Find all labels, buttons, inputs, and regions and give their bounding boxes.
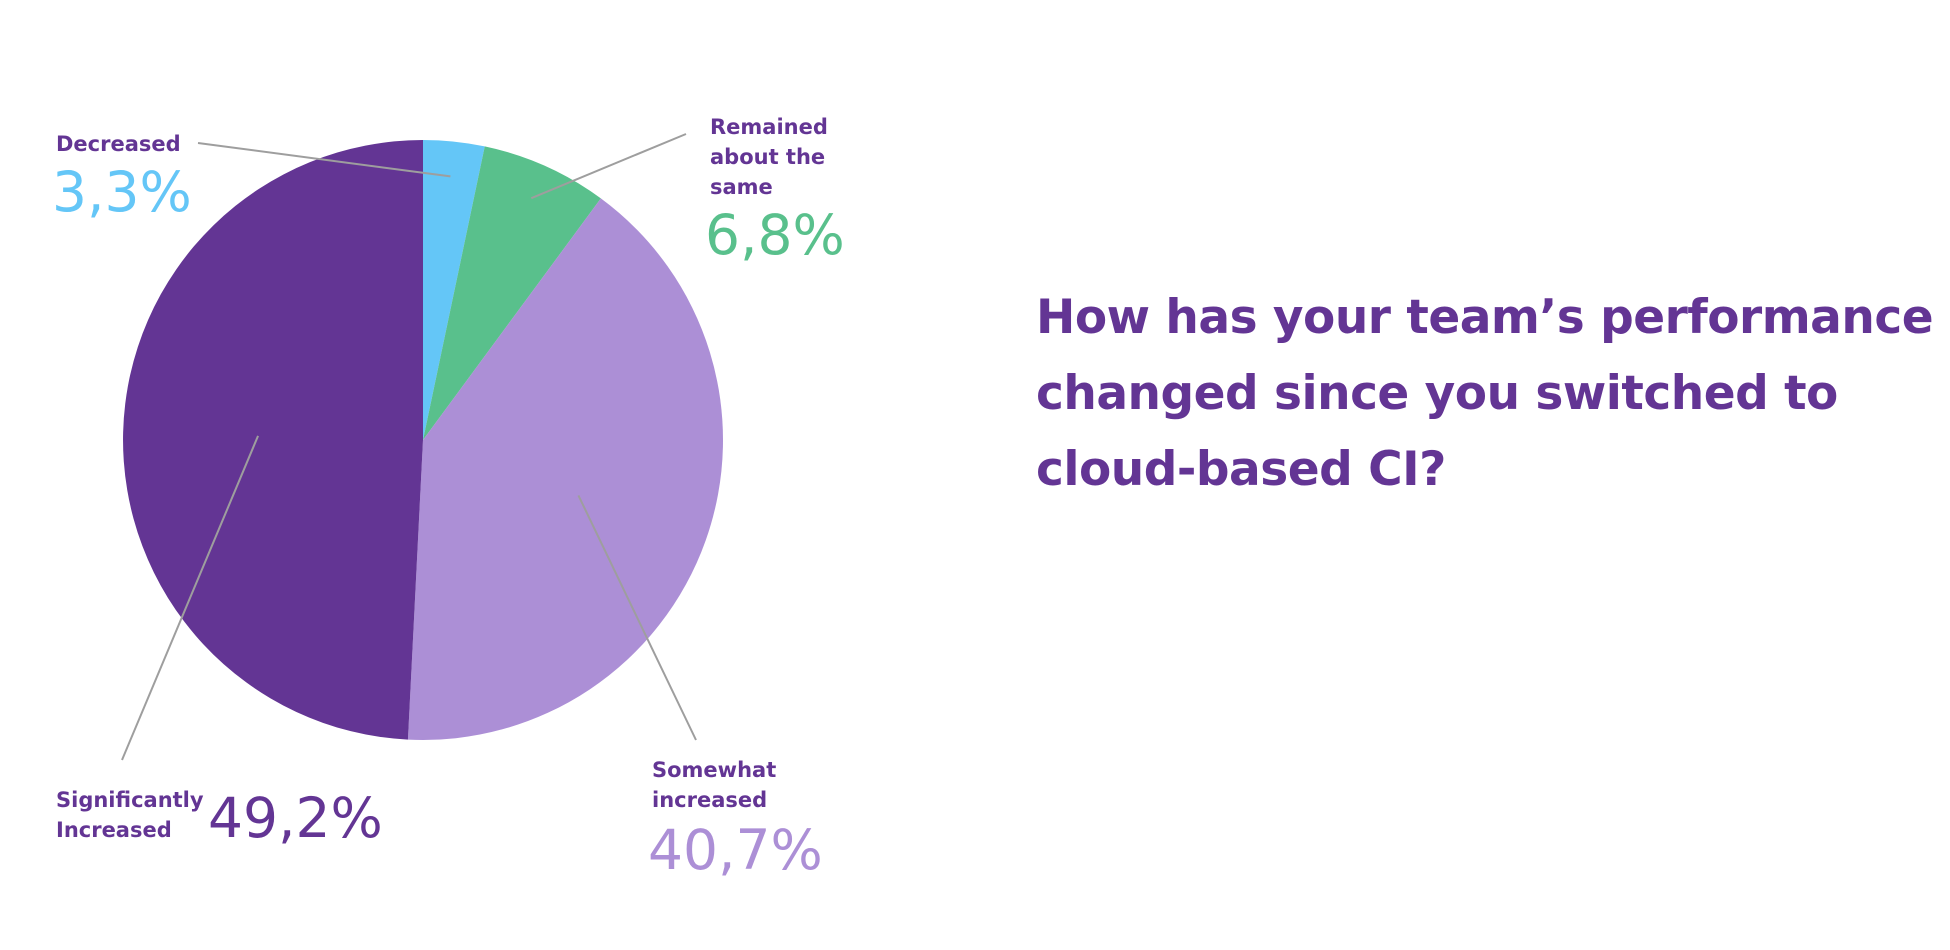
leader-line-decreased	[197, 142, 451, 178]
chart-title-line: cloud-based CI?	[1036, 442, 1446, 497]
chart-title: How has your team’s performance changed …	[1036, 280, 1936, 508]
value-somewhat-increased: 40,7%	[648, 818, 823, 882]
value-decreased: 3,3%	[52, 160, 192, 224]
leader-line-remained	[530, 133, 687, 200]
pie-slice-decreased	[423, 140, 485, 440]
label-significantly-increased: Significantly Increased	[56, 788, 204, 842]
leader-line-somewhat	[577, 494, 697, 741]
label-remained-about-the-same: Remained about the same	[710, 115, 828, 199]
chart-title-line: How has your team’s performance	[1036, 290, 1934, 345]
pie-slice-somewhat	[407, 198, 723, 740]
label-decreased: Decreased	[56, 132, 181, 156]
leader-lines	[121, 133, 697, 761]
pie-slice-remained	[423, 146, 601, 440]
value-significantly-increased: 49,2%	[208, 786, 383, 850]
chart-title-line: changed since you switched to	[1036, 366, 1838, 421]
leader-line-significantly	[121, 435, 259, 761]
pie-slice-significantly	[123, 140, 423, 740]
pie-slices	[123, 140, 723, 740]
value-remained-about-the-same: 6,8%	[705, 203, 845, 267]
label-somewhat-increased: Somewhat increased	[652, 758, 777, 812]
